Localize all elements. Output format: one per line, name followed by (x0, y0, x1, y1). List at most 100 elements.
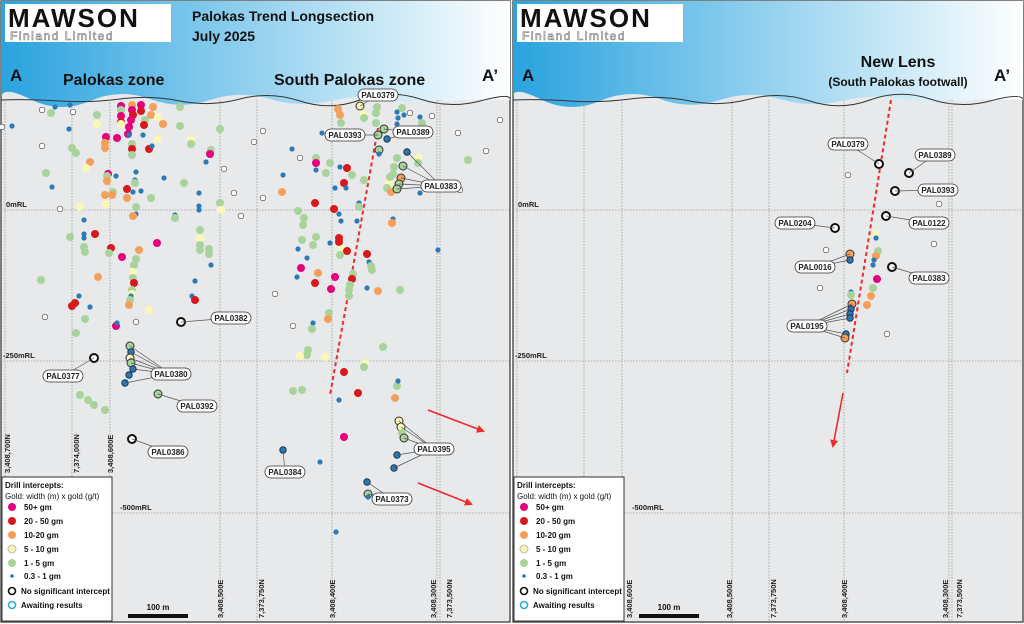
dot-1-5 (418, 119, 426, 127)
dot-10-20 (159, 120, 167, 128)
legend-item: 5 - 10 gm (7, 544, 59, 554)
dot-0.3-1 (343, 185, 349, 191)
dot-1-5 (355, 203, 363, 211)
dot-1-5 (379, 343, 387, 351)
dot-1-5 (216, 199, 224, 207)
label-box (413, 442, 455, 456)
logo-subtitle: Finland Limited (10, 29, 114, 43)
dot-10-20 (108, 191, 116, 199)
dot-1-5 (464, 156, 472, 164)
dot-1-5 (117, 106, 125, 114)
dot-10-20 (867, 292, 875, 300)
dot-50plus (117, 112, 125, 120)
dot-0.3-1 (196, 207, 202, 213)
legend: Drill intercepts: Gold: width (m) x gold … (1, 476, 113, 622)
dot-20-50 (343, 247, 351, 255)
dot-1-5 (398, 104, 406, 112)
legend-label: 20 - 50 gm (536, 517, 575, 526)
topography-line (512, 93, 1024, 107)
dot-1-5 (105, 249, 113, 257)
plunge-arrow (427, 409, 485, 433)
dot-50plus (312, 159, 320, 167)
dot-0.3-1 (313, 167, 319, 173)
coordinate-label: 3,408,600E (625, 580, 634, 618)
dot-1-5 (289, 387, 297, 395)
dot-0.3-1 (208, 262, 214, 268)
drillhole-id: PAL0195 (790, 322, 824, 331)
dot-0.3-1 (66, 126, 72, 132)
dot-1-5 (47, 109, 55, 117)
rl-label: -250mRL (3, 351, 35, 360)
dot-5-10 (196, 234, 204, 242)
label-box (371, 492, 413, 506)
label-box (908, 271, 950, 285)
legend-label: 20 - 50 gm (24, 517, 63, 526)
dot-no-significant (428, 112, 436, 120)
drillhole-id: PAL0122 (912, 219, 946, 228)
label-box (324, 128, 366, 142)
dot-no-significant (38, 106, 46, 114)
dot-10-20 (314, 269, 322, 277)
drillhole-id: PAL0383 (424, 182, 458, 191)
dot-50plus (331, 273, 339, 281)
legend-label: 1 - 5 gm (536, 559, 566, 568)
legend-label: 5 - 10 gm (536, 545, 571, 554)
scale-bar: 100 m (128, 603, 188, 618)
drillhole-id: PAL0382 (214, 314, 248, 323)
dot-0.3-1 (52, 104, 58, 110)
dot-20-50 (330, 205, 338, 213)
dot-no-significant (38, 142, 46, 150)
label-box (786, 319, 828, 333)
right-panel: 0mRL -250mRL -500mRL 3,408,600E 3,408,500E 7,… (512, 0, 1024, 623)
legend-label: 0.3 - 1 gm (24, 572, 61, 581)
dot-0.3-1 (196, 203, 202, 209)
legend: Drill intercepts: Gold: width (m) x gold … (513, 476, 625, 622)
legend-swatch (8, 559, 16, 567)
dot-1-5 (294, 207, 302, 215)
dot-0.3-1 (133, 169, 139, 175)
dot-no-significant (56, 205, 64, 213)
dot-0.3-1 (126, 132, 132, 138)
dot-0.3-1 (873, 235, 879, 241)
dot-10-20 (391, 394, 399, 402)
dot-0.3-1 (304, 255, 310, 261)
dot-1-5 (303, 351, 311, 359)
dot-20-50 (340, 179, 348, 187)
dot-1-5 (128, 151, 136, 159)
dot-no-significant (259, 194, 267, 202)
dot-10-20 (101, 191, 109, 199)
legend-item: 50+ gm (520, 503, 564, 512)
dot-1-5 (390, 163, 398, 171)
legend-swatch (519, 586, 529, 596)
dot-1-5 (130, 261, 138, 269)
drillhole-label: PAL0379 (357, 88, 399, 107)
label-box (917, 183, 959, 197)
dot-0.3-1 (870, 262, 876, 268)
dot-5-10 (217, 206, 225, 214)
dot-0.3-1 (310, 320, 316, 326)
dot-1-5 (326, 159, 334, 167)
dot-10-20 (101, 144, 109, 152)
dot-10-20 (336, 111, 344, 119)
dot-0.3-1 (81, 235, 87, 241)
dot-0.3-1 (130, 189, 136, 195)
dot-1-5 (196, 226, 204, 234)
legend-title: Drill intercepts: (5, 481, 64, 490)
topography-line (0, 93, 511, 107)
legend-label: 10-20 gm (24, 531, 59, 540)
drillhole-id: PAL0379 (831, 140, 865, 149)
dot-10-20 (374, 287, 382, 295)
legend-item: 5 - 10 gm (519, 544, 571, 554)
dot-10-20 (125, 301, 133, 309)
legend-swatch (520, 559, 528, 567)
dot-1-5 (180, 179, 188, 187)
dot-1-5 (176, 122, 184, 130)
dot-0.3-1 (87, 304, 93, 310)
legend-item: 0.3 - 1 gm (10, 572, 61, 581)
dot-1-5 (298, 386, 306, 394)
dot-1-5 (360, 176, 368, 184)
drillhole-id: PAL0386 (151, 448, 185, 457)
label-box (42, 369, 84, 383)
dot-0.3-1 (289, 146, 295, 152)
